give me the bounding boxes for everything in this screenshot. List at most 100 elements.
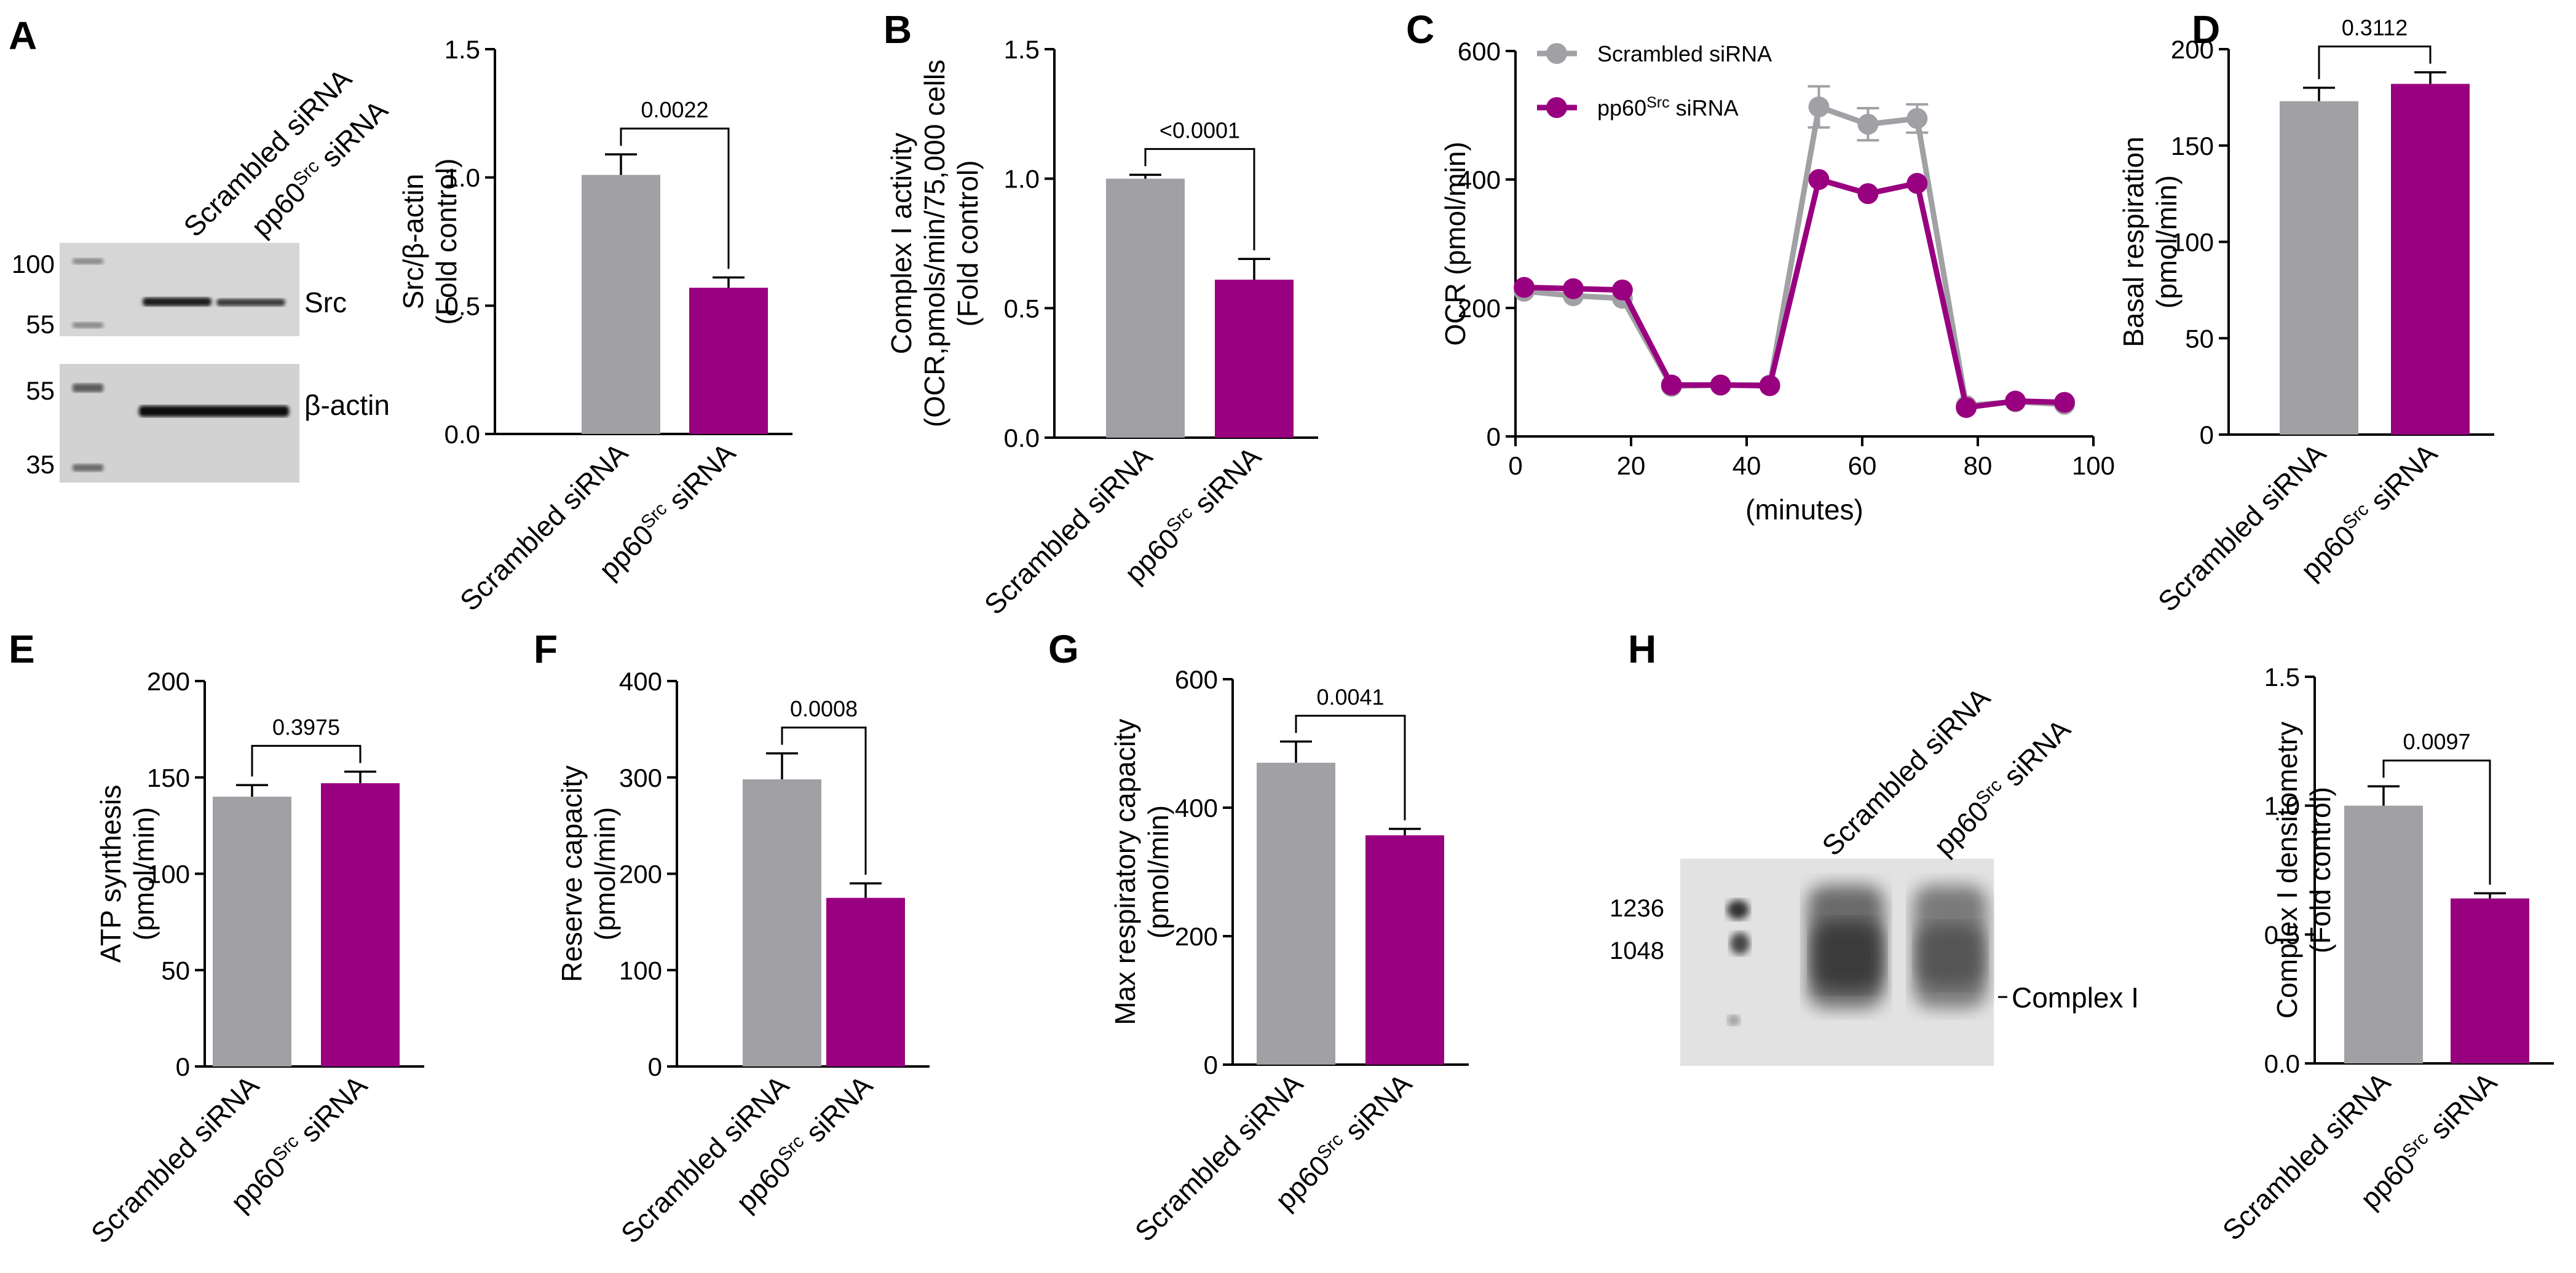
bar-scrambled — [2344, 805, 2423, 1063]
y-tick-label: 600 — [1175, 665, 1218, 694]
mw-1236: 1236 — [1610, 895, 1664, 922]
y-tick-label: 200 — [2171, 35, 2214, 64]
data-point — [1906, 108, 1928, 129]
bar-chart-d: 0 50 100 150 200 Basal respiration (pmol/min) S… — [2117, 15, 2494, 618]
data-point — [1857, 114, 1879, 135]
marker-35: 35 — [26, 450, 55, 479]
y-tick-label: 100 — [147, 860, 190, 889]
significance-bracket — [1144, 148, 1255, 251]
x-tick-label: 20 — [1617, 451, 1646, 480]
y-tick-label: 1.0 — [2264, 792, 2300, 821]
y-tick-label: 50 — [2185, 324, 2214, 353]
bar-pp60 — [826, 897, 905, 1066]
y-tick-label: 200 — [619, 860, 662, 889]
y-tick-label: 600 — [1458, 37, 1501, 66]
label-part: siRNA — [2358, 437, 2443, 522]
legend-label-pp60: pp60Src siRNA — [1597, 94, 1739, 120]
western-blot-a: 100 55 55 35 Src β-actin Scrambled siRNA… — [12, 62, 394, 483]
bar-chart-g: 0 200 400 600 Max respiratory capacity (pmol/… — [1109, 665, 1469, 1248]
y-axis-label: (OCR,pmols/min/75,000 cells — [919, 60, 950, 427]
y-axis-label: Complex I activity — [885, 133, 917, 354]
x-tick-label: 100 — [2072, 451, 2115, 480]
data-point — [1956, 396, 1977, 418]
y-axis-label: (pmol/min) — [1142, 805, 1174, 939]
y-tick-label: 300 — [619, 763, 662, 792]
significance-bracket — [620, 127, 730, 269]
x-tick-label: 0 — [1508, 451, 1522, 480]
y-axis-label: (pmol/min) — [589, 807, 621, 940]
bar-scrambled — [743, 779, 821, 1066]
actin-band — [139, 406, 289, 417]
bar-pp60 — [2451, 898, 2529, 1063]
y-tick-label: 1.5 — [444, 35, 480, 64]
panel-label-e: E — [9, 627, 35, 671]
y-tick-label: 100 — [2171, 228, 2214, 257]
label-part: pp60 — [1597, 95, 1646, 120]
data-point — [1906, 173, 1928, 194]
data-point — [1563, 278, 1584, 299]
marker-55-bottom: 55 — [26, 376, 55, 405]
y-tick-label: 50 — [161, 956, 190, 985]
y-axis-label: (Fold control) — [952, 160, 984, 327]
data-point — [1857, 183, 1879, 204]
y-tick-label: 0 — [648, 1052, 662, 1081]
legend-label-scrambled: Scrambled siRNA — [1597, 41, 1772, 66]
significance-bracket — [2318, 45, 2432, 79]
bar-pp60 — [689, 288, 768, 434]
p-value-label: 0.0097 — [2403, 729, 2470, 754]
legend: Scrambled siRNA pp60Src siRNA — [1537, 41, 1772, 120]
bar-scrambled — [2280, 101, 2358, 435]
x-tick-label: 60 — [1848, 451, 1877, 480]
x-tick-label-scrambled: Scrambled siRNA — [978, 440, 1159, 621]
bar-scrambled — [1257, 762, 1335, 1065]
line-chart-c: 0 200 400 600 0 20 40 60 80 100 (minutes) OCR (pmol… — [1439, 37, 2115, 526]
significance-bracket — [1295, 714, 1406, 821]
y-tick-label: 400 — [619, 667, 662, 696]
y-tick-label: 150 — [2171, 132, 2214, 160]
significance-bracket — [2382, 759, 2491, 885]
marker-100: 100 — [12, 250, 55, 278]
data-point — [1759, 375, 1780, 396]
legend-marker — [1546, 43, 1567, 64]
complex-i-band-label: Complex I — [2012, 982, 2139, 1014]
bar-pp60 — [1365, 835, 1444, 1065]
bar-chart-h: 0.0 0.5 1.0 1.5 Complex I densitometry (Fold … — [2216, 663, 2554, 1247]
data-point — [1611, 279, 1633, 301]
x-tick-label: 80 — [1964, 451, 1993, 480]
data-point — [1514, 277, 1535, 298]
y-tick-label: 0.5 — [444, 291, 480, 320]
y-tick-label: 100 — [619, 956, 662, 985]
bar-chart-a: 0.0 0.5 1.0 1.5 Src/β-actin (Fold control) Scr… — [397, 35, 792, 617]
label-part: siRNA — [288, 1069, 373, 1154]
x-tick-label-scrambled: Scrambled siRNA — [1129, 1067, 1310, 1248]
legend-marker — [1546, 97, 1567, 118]
y-axis-label: Complex I densitometry — [2271, 722, 2303, 1019]
bar-scrambled — [582, 175, 660, 434]
y-axis-label: Reserve capacity — [556, 765, 588, 982]
bar-pp60 — [1215, 279, 1294, 438]
series-scrambled — [1514, 85, 2075, 416]
panel-label-g: G — [1048, 627, 1079, 671]
x-axis-label: (minutes) — [1745, 494, 1863, 526]
y-tick-label: 400 — [1175, 794, 1218, 822]
src-band-label: Src — [304, 286, 347, 318]
bar-pp60 — [321, 783, 400, 1066]
series-line — [1523, 176, 2065, 411]
panel-label-b: B — [883, 7, 912, 52]
label-part: siRNA — [657, 436, 741, 521]
y-tick-label: 0.5 — [1004, 294, 1040, 323]
y-axis-label: OCR (pmol/min) — [1439, 141, 1471, 345]
x-tick-label-scrambled: Scrambled siRNA — [2152, 437, 2333, 618]
p-value-label: 0.3112 — [2342, 15, 2408, 41]
series-line — [1523, 104, 2065, 409]
panel-label-c: C — [1406, 7, 1434, 52]
panel-label-a: A — [9, 14, 37, 58]
y-axis-label: (Fold control) — [2304, 787, 2336, 953]
label-part: siRNA — [1670, 95, 1739, 120]
y-tick-label: 0 — [1487, 422, 1501, 451]
p-value-label: <0.0001 — [1160, 117, 1240, 143]
x-tick-label: 40 — [1732, 451, 1761, 480]
y-tick-label: 1.5 — [2264, 663, 2300, 692]
y-tick-label: 0 — [176, 1052, 190, 1081]
